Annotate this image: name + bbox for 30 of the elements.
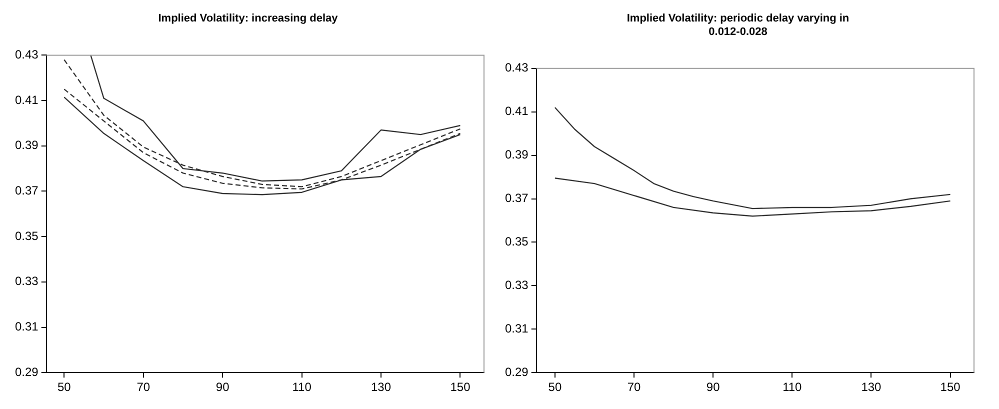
x-tick-label: 110 (292, 380, 312, 394)
x-tick-label: 50 (548, 380, 562, 394)
y-tick-label: 0.31 (504, 321, 529, 336)
x-tick-label: 70 (136, 380, 150, 394)
x-tick-label: 150 (450, 380, 471, 394)
x-tick-label: 130 (371, 380, 392, 394)
y-tick-label: 0.39 (504, 148, 529, 162)
y-tick-label: 0.41 (504, 104, 529, 118)
y-tick-label: 0.33 (14, 274, 39, 288)
y-tick-label: 0.41 (14, 92, 39, 107)
y-tick-label: 0.43 (14, 48, 39, 62)
y-tick-label: 0.39 (14, 138, 39, 152)
y-tick-label: 0.37 (504, 191, 529, 206)
x-tick-label: 110 (782, 380, 802, 394)
y-tick-label: 0.29 (14, 364, 39, 379)
y-tick-label: 0.33 (504, 278, 529, 292)
x-tick-label: 90 (706, 380, 720, 394)
x-tick-label: 90 (216, 380, 230, 394)
y-tick-label: 0.35 (14, 228, 39, 243)
x-tick-label: 70 (627, 380, 641, 394)
chart-title: Implied Volatility: increasing delay (158, 12, 339, 25)
x-tick-label: 50 (58, 380, 72, 394)
y-tick-label: 0.37 (14, 184, 39, 198)
y-tick-label: 0.31 (14, 320, 39, 334)
y-tick-label: 0.35 (504, 234, 529, 249)
x-tick-label: 150 (940, 380, 961, 394)
y-tick-label: 0.43 (504, 60, 529, 75)
chart-title: Implied Volatility: periodic delay varying in 0.012-0.028 (626, 12, 850, 38)
x-tick-label: 130 (861, 380, 882, 394)
y-tick-label: 0.29 (504, 364, 529, 379)
